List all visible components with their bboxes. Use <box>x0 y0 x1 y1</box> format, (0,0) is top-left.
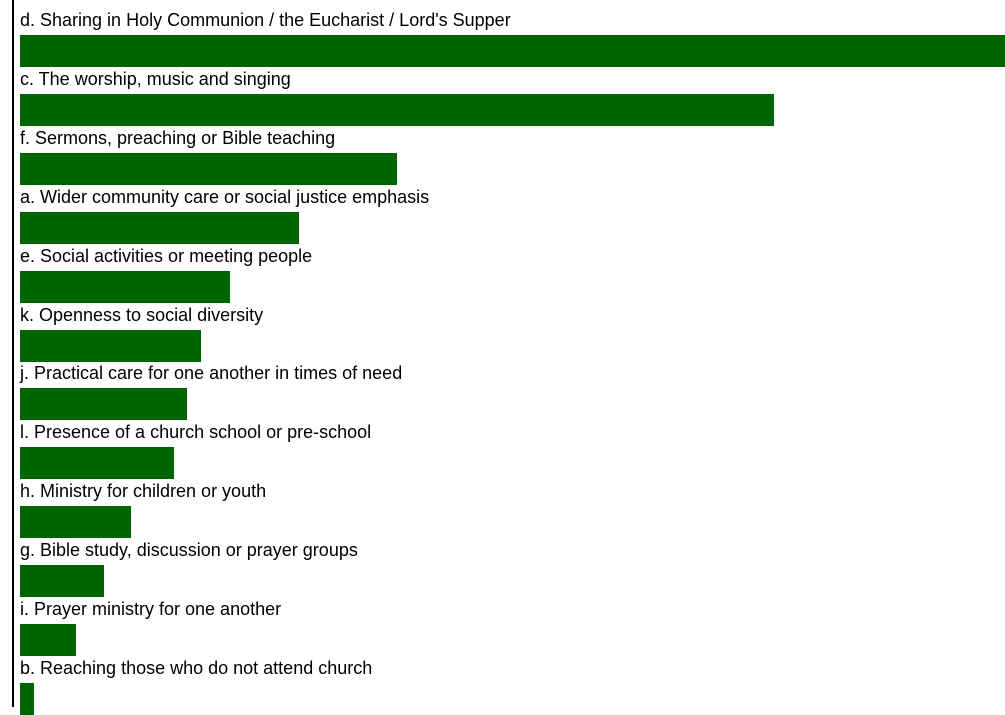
category-label: a. Wider community care or social justic… <box>20 186 430 207</box>
bar <box>20 624 77 656</box>
category-label: d. Sharing in Holy Communion / the Eucha… <box>20 10 511 30</box>
category-label: f. Sermons, preaching or Bible teaching <box>20 127 336 148</box>
y-axis-line <box>12 0 14 707</box>
bar <box>20 506 132 539</box>
bar <box>20 93 774 126</box>
bar <box>20 682 34 715</box>
bar <box>20 211 299 244</box>
category-label: e. Social activities or meeting people <box>20 245 313 266</box>
category-label: h. Ministry for children or youth <box>20 481 267 502</box>
bar <box>20 152 398 185</box>
bar <box>20 329 202 362</box>
category-label: b. Reaching those who do not attend chur… <box>20 657 373 678</box>
category-label: c. The worship, music and singing <box>20 68 291 89</box>
category-label: j. Practical care for one another in tim… <box>20 363 403 384</box>
bar <box>20 270 230 303</box>
bar <box>20 565 104 598</box>
bar <box>20 447 174 480</box>
category-label: l. Presence of a church school or pre-sc… <box>20 422 372 443</box>
category-label: i. Prayer ministry for one another <box>20 599 282 619</box>
bar <box>20 388 188 421</box>
category-label: g. Bible study, discussion or prayer gro… <box>20 540 358 561</box>
category-label: k. Openness to social diversity <box>20 304 264 325</box>
bar <box>20 35 1005 67</box>
